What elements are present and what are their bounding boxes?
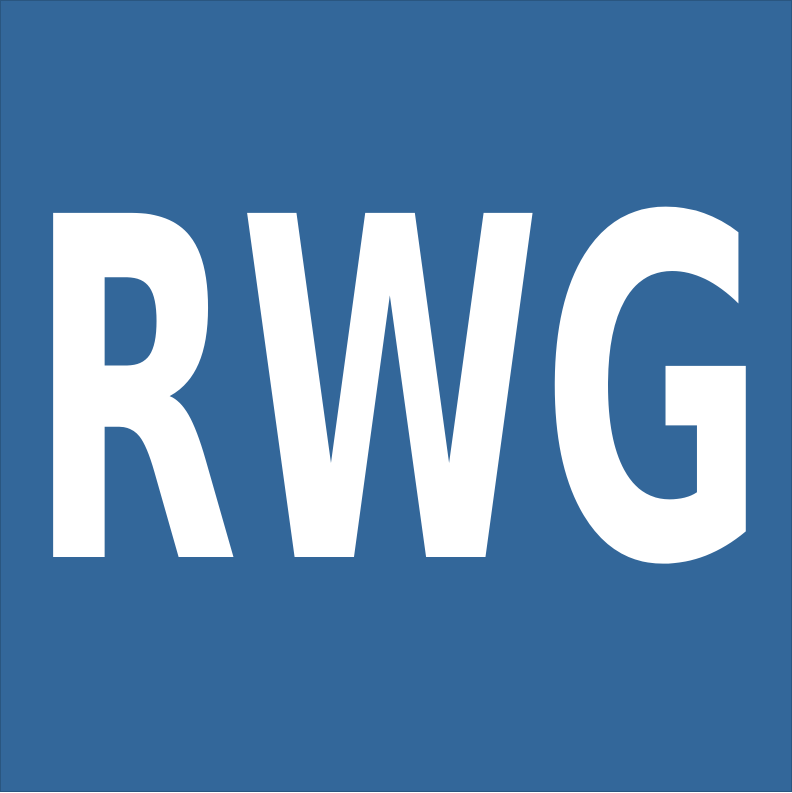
logo-text: RWG — [28, 120, 766, 669]
